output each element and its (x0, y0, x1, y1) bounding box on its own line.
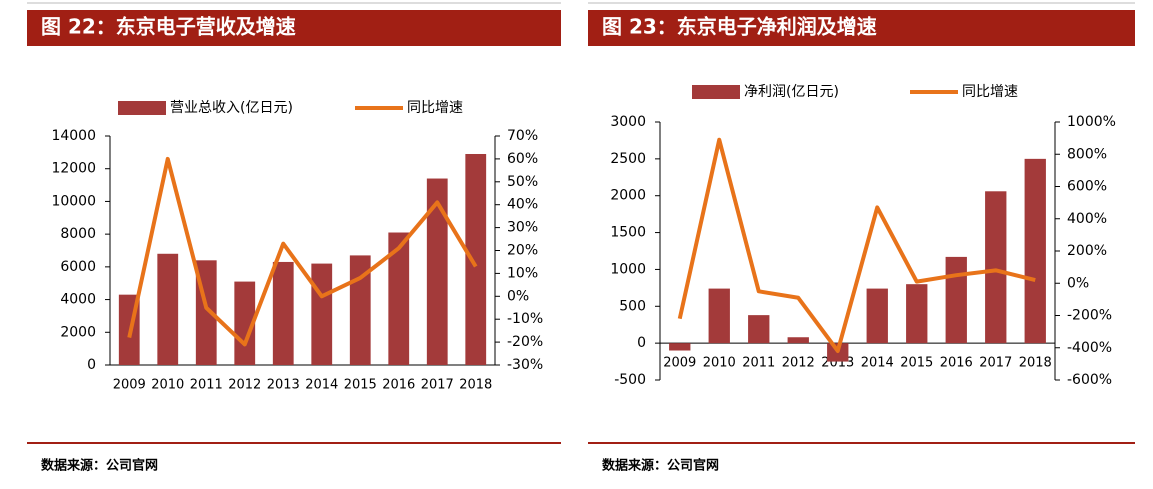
y2-tick-label: 200% (1067, 243, 1107, 259)
y2-tick-label: 50% (507, 174, 538, 190)
bar (234, 281, 256, 365)
bar (708, 288, 730, 344)
y2-tick-label: -200% (1067, 308, 1112, 324)
x-tick-label: 2014 (305, 378, 338, 393)
x-tick-label: 2017 (421, 378, 454, 393)
y-tick-label: 3000 (610, 114, 646, 130)
x-tick-label: 2011 (190, 378, 223, 393)
bar (311, 263, 333, 365)
y-tick-label: 1500 (610, 225, 646, 241)
y2-tick-label: 20% (507, 243, 538, 259)
line (127, 156, 478, 347)
bar (157, 253, 179, 365)
chart-title: 图 23：东京电子净利润及增速 (602, 15, 877, 39)
y2-tick-label: 60% (507, 151, 538, 167)
bar (1024, 158, 1046, 344)
y-tick-label: 500 (619, 298, 646, 314)
y-tick-label: 14000 (51, 128, 96, 144)
y-tick-label: 6000 (60, 259, 96, 275)
x-tick-label: 2016 (382, 378, 415, 393)
bar (465, 153, 487, 365)
title-bar (588, 10, 1135, 46)
y2-tick-label: 30% (507, 220, 538, 236)
x-tick-label: 2018 (459, 378, 492, 393)
bar (388, 232, 410, 365)
y-tick-label: 8000 (60, 226, 96, 242)
x-tick-label: 2015 (344, 378, 377, 393)
y2-tick-label: 600% (1067, 179, 1107, 195)
y-tick-label: 2500 (610, 151, 646, 167)
bar (945, 256, 967, 344)
bar (985, 191, 1007, 344)
y2-tick-label: -400% (1067, 340, 1112, 356)
bar (426, 178, 448, 365)
x-tick-label: 2010 (151, 378, 184, 393)
x-tick-label: 2017 (979, 356, 1012, 371)
bar (349, 255, 371, 365)
line (677, 137, 1036, 353)
bar (748, 315, 770, 344)
y-tick-label: 10000 (51, 193, 96, 209)
x-tick-label: 2009 (663, 356, 696, 371)
x-tick-label: 2009 (113, 378, 146, 393)
y-tick-label: -500 (614, 372, 646, 388)
y2-tick-label: 800% (1067, 146, 1107, 162)
y-tick-label: 2000 (60, 324, 96, 340)
bar (866, 288, 888, 344)
y2-tick-label: 40% (507, 197, 538, 213)
y-tick-label: 4000 (60, 292, 96, 308)
bar (669, 343, 691, 351)
chart-title: 图 22：东京电子营收及增速 (41, 15, 296, 39)
y2-tick-label: 400% (1067, 211, 1107, 227)
x-tick-label: 2016 (940, 356, 973, 371)
bar (906, 284, 928, 344)
legend-label: 净利润(亿日元) (744, 84, 839, 100)
legend-label: 同比增速 (407, 100, 463, 116)
y-tick-label: 0 (637, 335, 646, 351)
y2-tick-label: 10% (507, 265, 538, 281)
y2-tick-label: 0% (507, 288, 529, 304)
y-tick-label: 0 (87, 357, 96, 373)
y2-tick-label: -10% (507, 311, 543, 327)
x-tick-label: 2011 (742, 356, 775, 371)
y2-tick-label: 70% (507, 128, 538, 144)
bar (272, 261, 294, 365)
legend-swatch (692, 85, 740, 99)
source: 数据来源：公司官网 (602, 458, 719, 474)
legend-label: 营业总收入(亿日元) (170, 100, 293, 116)
x-tick-label: 2010 (703, 356, 736, 371)
y2-tick-label: -30% (507, 357, 543, 373)
y2-tick-label: 1000% (1067, 114, 1116, 130)
y-tick-label: 12000 (51, 161, 96, 177)
title-bar (27, 10, 561, 46)
x-tick-label: 2014 (861, 356, 894, 371)
y-tick-label: 2000 (610, 188, 646, 204)
y2-tick-label: -20% (507, 334, 543, 350)
legend-swatch (118, 101, 166, 115)
y2-tick-label: -600% (1067, 372, 1112, 388)
bar (787, 337, 809, 344)
y2-tick-label: 0% (1067, 275, 1089, 291)
y-tick-label: 1000 (610, 261, 646, 277)
x-tick-label: 2013 (267, 378, 300, 393)
x-tick-label: 2015 (900, 356, 933, 371)
x-tick-label: 2018 (1019, 356, 1052, 371)
source: 数据来源：公司官网 (41, 458, 158, 474)
x-tick-label: 2012 (228, 378, 261, 393)
x-tick-label: 2012 (782, 356, 815, 371)
legend-label: 同比增速 (962, 84, 1018, 100)
